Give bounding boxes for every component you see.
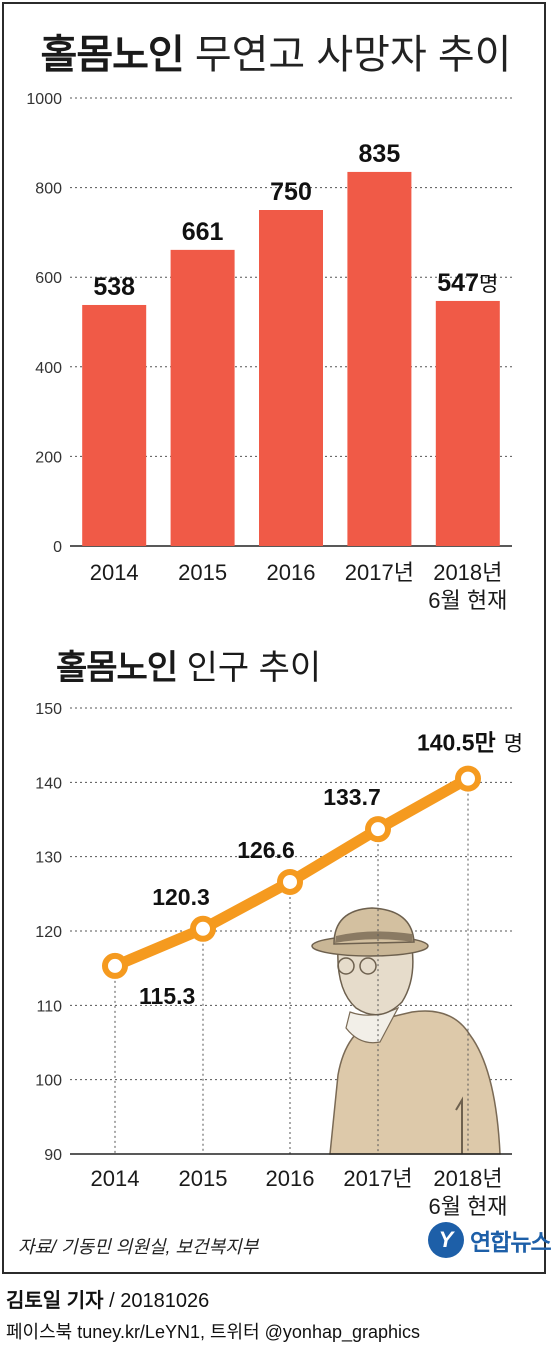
- y-tick-label: 0: [53, 539, 62, 556]
- reporter-name: 김토일 기자: [6, 1290, 104, 1312]
- title1-bold: 홀몸노인: [40, 33, 185, 77]
- coat-shape: [329, 1010, 501, 1155]
- x-tick-label: 2015: [178, 560, 227, 585]
- unit-label: 명: [479, 273, 498, 296]
- y-tick-label: 400: [35, 360, 62, 377]
- y-tick-label: 90: [44, 1147, 62, 1164]
- x-tick-label: 2018년: [433, 560, 502, 585]
- bar-value-label: 538: [93, 273, 135, 301]
- yonhap-logo: Y 연합뉴스: [428, 1222, 552, 1258]
- bar-chart-title: 홀몸노인 무연고 사망자 추이: [0, 22, 552, 80]
- line-chart-title: 홀몸노인 인구 추이: [56, 640, 321, 689]
- bar: [347, 171, 412, 547]
- glasses-left: [337, 957, 355, 975]
- data-point-marker: [102, 952, 128, 979]
- y-tick-label: 120: [35, 924, 62, 941]
- x-tick-label: 2014: [91, 1166, 140, 1191]
- byline: 김토일 기자 / 20181026: [6, 1284, 209, 1313]
- x-tick-label: 6월 현재: [428, 1194, 507, 1219]
- collar-shape: [345, 1006, 400, 1044]
- x-tick-label: 2016: [266, 1166, 315, 1191]
- x-tick-label: 2015: [179, 1166, 228, 1191]
- x-tick-label: 2018년: [433, 1166, 502, 1191]
- bar: [170, 249, 235, 546]
- byline-date: / 20181026: [103, 1290, 210, 1312]
- bar-value-label: 835: [359, 140, 401, 168]
- x-tick-label: 2017년: [345, 560, 414, 585]
- title2-bold: 홀몸노인: [56, 649, 178, 687]
- cane-shape: [455, 1096, 463, 1154]
- x-tick-label: 6월 현재: [428, 588, 507, 613]
- y-tick-label: 800: [35, 181, 62, 198]
- bar: [82, 304, 147, 546]
- bar-value-label: 661: [182, 218, 224, 246]
- point-value-label: 140.5만 명: [417, 730, 523, 756]
- y-tick-label: 100: [35, 1073, 62, 1090]
- y-tick-label: 150: [35, 701, 62, 718]
- y-tick-label: 200: [35, 449, 62, 466]
- yonhap-logo-text: 연합뉴스: [470, 1229, 552, 1255]
- data-point-marker: [277, 868, 303, 895]
- line-chart: 90 100 110 120 130 140 150 115.3 2014 120.3 2015 12…: [35, 701, 523, 1219]
- yonhap-logo-mark: Y: [428, 1222, 464, 1258]
- bar-chart: 0 200 400 600 800 1000 538 2014 661 2015 750 2016 83…: [26, 91, 512, 613]
- y-tick-label: 600: [35, 270, 62, 287]
- face-shape: [337, 947, 414, 1016]
- elderly-man-with-hat-illustration: [311, 907, 501, 1155]
- point-value-label: 120.3: [152, 884, 210, 910]
- social-links: 페이스북 tuney.kr/LeYN1, 트위터 @yonhap_graphic…: [6, 1322, 421, 1342]
- bar-value-label: 547명: [437, 269, 498, 297]
- data-point-marker: [190, 915, 216, 942]
- data-point-marker: [365, 816, 391, 843]
- glasses-right: [359, 957, 377, 975]
- y-tick-label: 1000: [26, 91, 62, 108]
- hat-band: [335, 931, 413, 943]
- source-note: 자료/ 기동민 의원실, 보건복지부: [18, 1237, 259, 1257]
- x-tick-label: 2016: [267, 560, 316, 585]
- unit-label: 명: [504, 733, 523, 756]
- data-point-marker: [455, 765, 481, 792]
- y-tick-label: 130: [35, 850, 62, 867]
- y-tick-label: 140: [35, 775, 62, 792]
- point-value-label: 115.3: [139, 983, 195, 1009]
- bar: [435, 300, 500, 546]
- x-tick-label: 2017년: [343, 1166, 412, 1191]
- point-value-label: 133.7: [323, 784, 381, 810]
- title2-rest: 인구 추이: [177, 649, 322, 687]
- title1-rest: 무연고 사망자 추이: [183, 33, 512, 77]
- point-value-label: 126.6: [237, 837, 295, 863]
- bar-value-label: 750: [270, 178, 312, 206]
- x-tick-label: 2014: [90, 560, 139, 585]
- y-tick-label: 110: [36, 998, 62, 1015]
- bar: [259, 210, 323, 546]
